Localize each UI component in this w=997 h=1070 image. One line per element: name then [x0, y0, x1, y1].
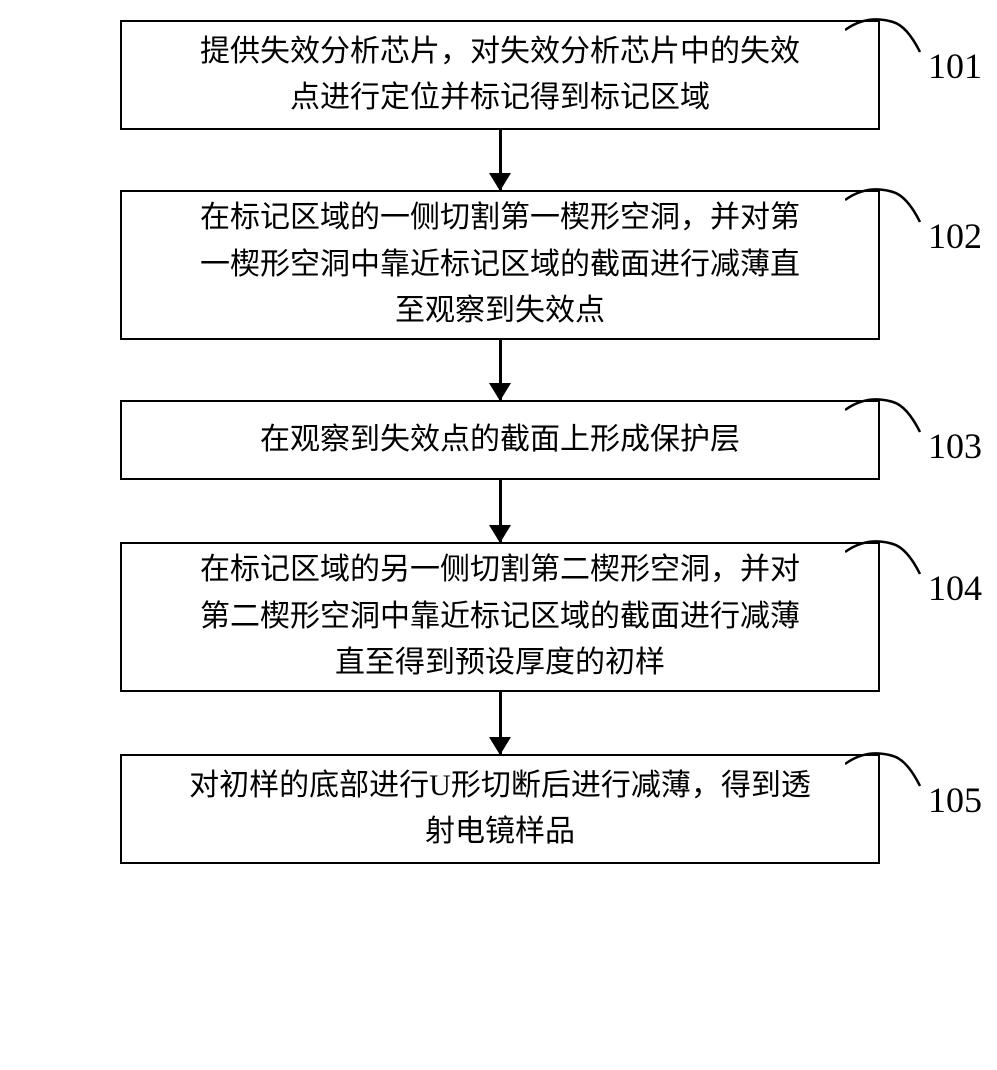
- step-104-label: 104: [928, 567, 982, 609]
- connector-103-104: [499, 480, 502, 542]
- step-102-label: 102: [928, 215, 982, 257]
- step-104-box: 在标记区域的另一侧切割第二楔形空洞，并对 第二楔形空洞中靠近标记区域的截面进行减…: [120, 542, 880, 692]
- arrowhead-icon: [489, 173, 511, 191]
- step-105-wrap: 对初样的底部进行U形切断后进行减薄，得到透 射电镜样品 105: [50, 754, 950, 864]
- step-104-text: 在标记区域的另一侧切割第二楔形空洞，并对 第二楔形空洞中靠近标记区域的截面进行减…: [200, 547, 800, 687]
- step-101-box: 提供失效分析芯片，对失效分析芯片中的失效 点进行定位并标记得到标记区域: [120, 20, 880, 130]
- callout-curve-103: [845, 392, 925, 440]
- arrowhead-icon: [489, 525, 511, 543]
- step-102-text: 在标记区域的一侧切割第一楔形空洞，并对第 一楔形空洞中靠近标记区域的截面进行减薄…: [200, 195, 800, 335]
- step-103-label: 103: [928, 425, 982, 467]
- step-103-box: 在观察到失效点的截面上形成保护层: [120, 400, 880, 480]
- step-104-wrap: 在标记区域的另一侧切割第二楔形空洞，并对 第二楔形空洞中靠近标记区域的截面进行减…: [50, 542, 950, 754]
- step-101-label: 101: [928, 45, 982, 87]
- step-102-box: 在标记区域的一侧切割第一楔形空洞，并对第 一楔形空洞中靠近标记区域的截面进行减薄…: [120, 190, 880, 340]
- arrowhead-icon: [489, 383, 511, 401]
- step-101-wrap: 提供失效分析芯片，对失效分析芯片中的失效 点进行定位并标记得到标记区域 101: [50, 20, 950, 190]
- step-103-wrap: 在观察到失效点的截面上形成保护层 103: [50, 400, 950, 542]
- step-101-text: 提供失效分析芯片，对失效分析芯片中的失效 点进行定位并标记得到标记区域: [200, 29, 800, 122]
- connector-104-105: [499, 692, 502, 754]
- arrowhead-icon: [489, 737, 511, 755]
- flowchart-container: 提供失效分析芯片，对失效分析芯片中的失效 点进行定位并标记得到标记区域 101 …: [50, 20, 950, 864]
- step-105-box: 对初样的底部进行U形切断后进行减薄，得到透 射电镜样品: [120, 754, 880, 864]
- step-102-wrap: 在标记区域的一侧切割第一楔形空洞，并对第 一楔形空洞中靠近标记区域的截面进行减薄…: [50, 190, 950, 400]
- callout-curve-105: [845, 746, 925, 794]
- connector-101-102: [499, 130, 502, 190]
- connector-102-103: [499, 340, 502, 400]
- callout-curve-102: [845, 182, 925, 230]
- callout-curve-104: [845, 534, 925, 582]
- step-105-label: 105: [928, 779, 982, 821]
- callout-curve-101: [845, 12, 925, 60]
- step-105-text: 对初样的底部进行U形切断后进行减薄，得到透 射电镜样品: [189, 763, 811, 856]
- step-103-text: 在观察到失效点的截面上形成保护层: [260, 417, 740, 464]
